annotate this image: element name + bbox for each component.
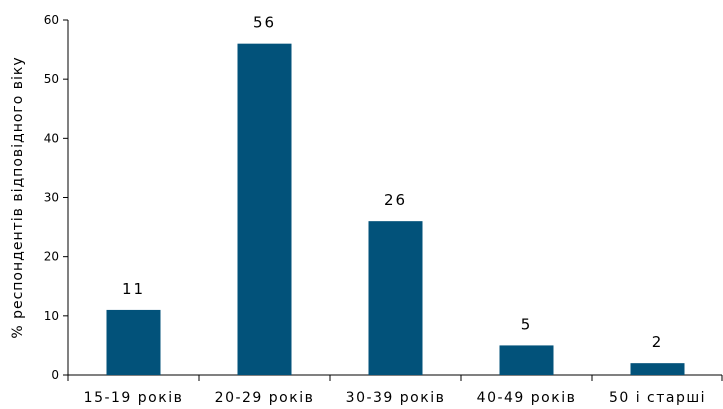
y-axis-title: % респондентів відповідного віку — [10, 56, 26, 338]
category-label: 30-39 років — [346, 390, 446, 406]
category-label: 15-19 років — [84, 390, 184, 406]
data-labels: 11 56 26 5 2 — [122, 14, 664, 351]
data-label: 11 — [122, 280, 145, 298]
bar — [499, 345, 554, 375]
y-tick-label: 20 — [44, 250, 59, 264]
y-tick-label: 50 — [44, 72, 59, 86]
bar — [106, 309, 161, 375]
y-axis-title-group: % респондентів відповідного віку — [10, 56, 26, 338]
data-label: 56 — [253, 14, 276, 32]
y-axis: 0 10 20 30 40 50 60 — [44, 13, 69, 382]
x-axis — [67, 374, 723, 381]
bars — [106, 43, 685, 376]
y-tick-label: 0 — [51, 368, 59, 382]
y-tick-label: 10 — [44, 309, 59, 323]
category-labels: 15-19 років 20-29 років 30-39 років 40-49 р… — [84, 390, 706, 406]
y-tick-label: 30 — [44, 191, 59, 205]
bar — [630, 363, 685, 375]
y-tick-label: 40 — [44, 131, 59, 145]
y-tick-label: 60 — [44, 13, 59, 27]
category-label: 50 і старші — [609, 390, 706, 406]
category-label: 40-49 років — [477, 390, 577, 406]
data-label: 26 — [384, 191, 407, 209]
bar — [237, 43, 292, 376]
data-label: 2 — [652, 333, 664, 351]
data-label: 5 — [521, 315, 533, 333]
category-label: 20-29 років — [215, 390, 315, 406]
bar — [368, 221, 423, 375]
